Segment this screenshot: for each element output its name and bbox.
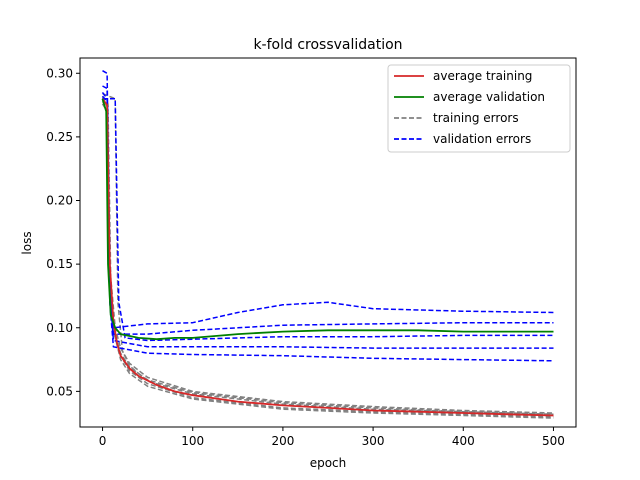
x-tick-label: 100 (181, 434, 204, 448)
y-tick-label: 0.20 (46, 194, 73, 208)
legend-label-validation-errors: validation errors (433, 132, 531, 146)
legend-label-average-training: average training (433, 69, 532, 83)
y-tick-label: 0.05 (46, 384, 73, 398)
chart-title: k-fold crossvalidation (253, 37, 402, 53)
y-tick-label: 0.15 (46, 257, 73, 271)
legend: average training average validation traini… (388, 65, 570, 152)
y-tick-label: 0.25 (46, 130, 73, 144)
legend-label-average-validation: average validation (433, 90, 545, 104)
x-tick-label: 0 (99, 434, 107, 448)
legend-label-training-errors: training errors (433, 111, 519, 125)
x-axis-label: epoch (310, 456, 347, 470)
y-tick-label: 0.30 (46, 66, 73, 80)
y-axis-label: loss (20, 231, 34, 254)
x-tick-label: 500 (542, 434, 565, 448)
y-tick-label: 0.10 (46, 321, 73, 335)
x-tick-label: 300 (362, 434, 385, 448)
x-tick-label: 400 (452, 434, 475, 448)
x-tick-label: 200 (271, 434, 294, 448)
